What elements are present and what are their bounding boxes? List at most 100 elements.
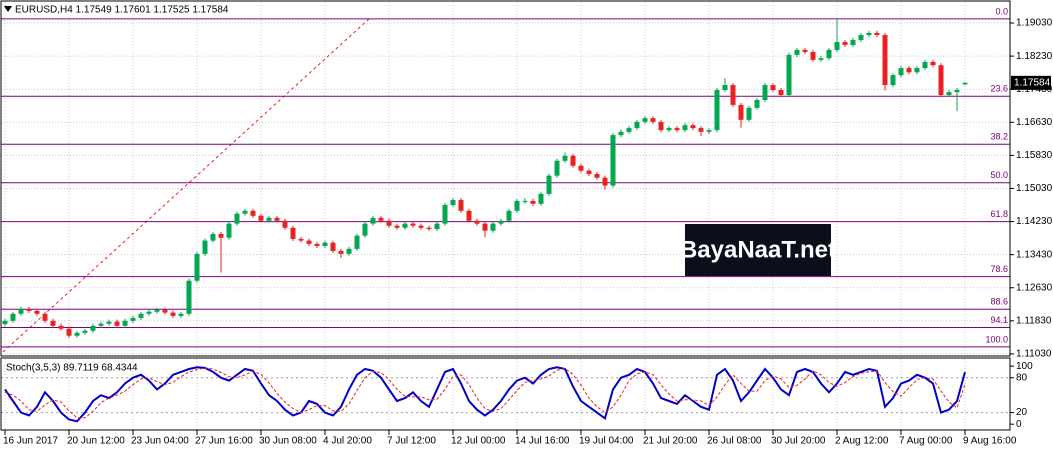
candle-body bbox=[370, 217, 376, 224]
candle-body bbox=[578, 165, 584, 171]
candle-body bbox=[106, 321, 112, 324]
candle-body bbox=[522, 200, 528, 202]
candle-body bbox=[882, 35, 888, 86]
candle-body bbox=[498, 220, 504, 224]
candle-body bbox=[770, 85, 776, 91]
y-tick-label: 1.11830 bbox=[1016, 315, 1052, 326]
candle-body bbox=[178, 313, 184, 316]
candle-body bbox=[378, 217, 384, 221]
candle-body bbox=[866, 32, 872, 36]
candle-body bbox=[690, 125, 696, 129]
candle-body bbox=[818, 58, 824, 60]
candle-body bbox=[746, 107, 752, 120]
candle-body bbox=[242, 210, 248, 214]
candle-body bbox=[666, 128, 672, 131]
candle-body bbox=[802, 49, 808, 52]
candles bbox=[2, 19, 968, 338]
candle-body bbox=[482, 223, 488, 231]
y-tick-label: 1.15030 bbox=[1016, 183, 1053, 194]
candle-body bbox=[170, 312, 176, 316]
x-tick-label: 7 Jul 12:00 bbox=[387, 436, 436, 447]
candle-body bbox=[258, 215, 264, 221]
symbol-menu-arrow[interactable] bbox=[4, 6, 12, 12]
candle-body bbox=[906, 68, 912, 73]
candle-body bbox=[274, 217, 280, 221]
fib-level-label: 100.0 bbox=[985, 334, 1008, 344]
x-tick-label: 26 Jul 08:00 bbox=[707, 436, 762, 447]
candle-body bbox=[682, 125, 688, 131]
candle-body bbox=[90, 325, 96, 331]
candle-body bbox=[946, 92, 952, 95]
candle-body bbox=[18, 308, 24, 314]
x-tick-label: 14 Jul 16:00 bbox=[515, 436, 570, 447]
candle-body bbox=[266, 217, 272, 221]
candle-body bbox=[138, 313, 144, 318]
stoch-title: Stoch(3,5,3) 89.7119 68.4344 bbox=[6, 363, 138, 374]
x-tick-label: 9 Aug 16:00 bbox=[963, 436, 1017, 447]
x-tick-label: 7 Aug 00:00 bbox=[899, 436, 953, 447]
x-tick-label: 27 Jun 16:00 bbox=[195, 436, 253, 447]
main-panel-border bbox=[0, 0, 1011, 357]
watermark: BayaNaaT.net bbox=[680, 224, 836, 276]
candle-body bbox=[930, 61, 936, 66]
candle-body bbox=[98, 323, 104, 326]
candle-body bbox=[706, 130, 712, 132]
candle-body bbox=[890, 75, 896, 86]
candle-body bbox=[234, 213, 240, 224]
candle-body bbox=[562, 155, 568, 161]
x-tick-label: 30 Jun 08:00 bbox=[259, 436, 317, 447]
candle-body bbox=[434, 223, 440, 230]
candle-body bbox=[658, 121, 664, 131]
y-tick-label: 1.14230 bbox=[1016, 216, 1053, 227]
candle-body bbox=[322, 242, 328, 246]
candle-body bbox=[778, 90, 784, 95]
candle-body bbox=[250, 210, 256, 216]
candle-body bbox=[162, 309, 168, 313]
fib-level-label: 38.2 bbox=[990, 132, 1008, 142]
y-tick-label: 1.19030 bbox=[1016, 18, 1053, 29]
candle-body bbox=[58, 325, 64, 329]
candle-body bbox=[754, 99, 760, 108]
candle-body bbox=[634, 121, 640, 129]
candle-body bbox=[514, 200, 520, 211]
fib-level-label: 61.8 bbox=[990, 209, 1008, 219]
candle-body bbox=[426, 227, 432, 230]
candle-body bbox=[66, 328, 72, 336]
candle-body bbox=[298, 238, 304, 241]
candle-body bbox=[450, 200, 456, 206]
x-tick-label: 4 Jul 20:00 bbox=[323, 436, 372, 447]
candle-body bbox=[594, 174, 600, 178]
candle-body bbox=[834, 42, 840, 50]
candle-body bbox=[122, 320, 128, 326]
fib-level-label: 94.1 bbox=[990, 315, 1008, 325]
candle-body bbox=[42, 313, 48, 321]
stoch-line bbox=[4, 366, 966, 423]
candle-body bbox=[74, 332, 80, 336]
candle-body bbox=[330, 242, 336, 251]
watermark-box bbox=[685, 224, 831, 276]
fib-levels: 0.0 23.6 38.2 50.0 61.8 78.6 88.6 94.1 100.0 bbox=[1, 6, 1010, 348]
candle-body bbox=[386, 220, 392, 226]
y-tick-label: 1.13430 bbox=[1016, 249, 1053, 260]
candle-body bbox=[354, 235, 360, 249]
candle-body bbox=[794, 49, 800, 55]
candle-body bbox=[362, 223, 368, 236]
candle-body bbox=[418, 225, 424, 228]
x-tick-label: 16 Jun 2017 bbox=[3, 436, 58, 447]
y-tick-label: 1.16630 bbox=[1016, 117, 1053, 128]
fib-trend-line bbox=[2, 17, 371, 353]
candle-body bbox=[858, 35, 864, 40]
current-price-box bbox=[1011, 75, 1051, 90]
x-tick-label: 2 Aug 12:00 bbox=[835, 436, 889, 447]
candle-body bbox=[114, 321, 120, 326]
candle-body bbox=[218, 233, 224, 238]
candle-body bbox=[338, 250, 344, 254]
stoch-y-tick-label: 0 bbox=[1016, 419, 1022, 430]
candle-body bbox=[314, 243, 320, 246]
candle-body bbox=[842, 42, 848, 45]
stoch-y-tick-label: 100 bbox=[1016, 361, 1033, 372]
candle-body bbox=[346, 248, 352, 254]
